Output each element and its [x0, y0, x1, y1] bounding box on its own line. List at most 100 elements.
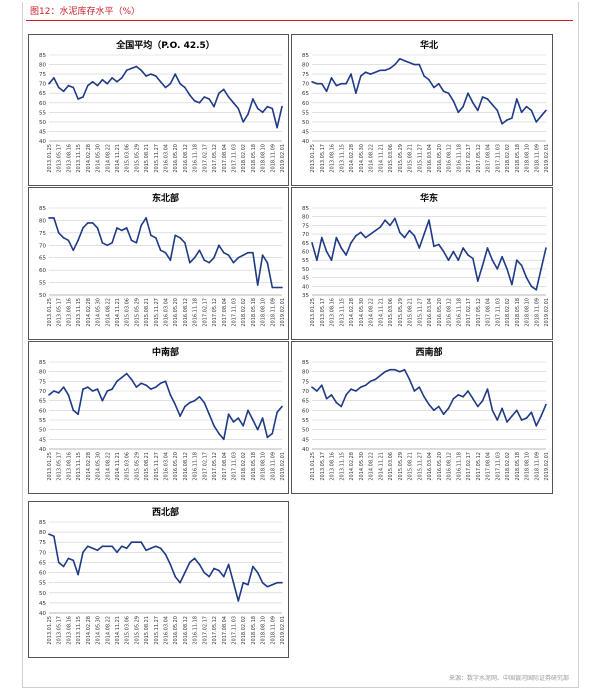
- data-point: [237, 600, 240, 602]
- data-point: [418, 386, 421, 388]
- y-tick-label: 35: [302, 293, 309, 299]
- y-tick-label: 50: [39, 293, 46, 299]
- data-point: [159, 80, 162, 83]
- data-point: [87, 222, 89, 224]
- x-tick-label: 2013.05.17: [57, 452, 63, 481]
- y-tick-label: 55: [39, 581, 46, 587]
- x-tick-label: 2013.01.25: [47, 144, 53, 173]
- data-point: [106, 390, 109, 392]
- data-point: [418, 247, 421, 249]
- x-tick-label: 2014.05.30: [96, 298, 102, 327]
- y-tick-label: 70: [39, 389, 46, 395]
- data-point: [486, 388, 489, 390]
- x-tick-label: 2014.05.30: [359, 452, 365, 481]
- data-point: [325, 250, 328, 253]
- data-point: [281, 286, 283, 289]
- data-point: [48, 533, 50, 535]
- data-point: [330, 77, 333, 79]
- x-tick-label: 2018.11.09: [270, 616, 276, 645]
- x-tick-label: 2016.08.12: [447, 452, 453, 481]
- x-tick-label: 2017.11.03: [231, 298, 237, 327]
- x-tick-label: 2013.11.15: [339, 298, 345, 327]
- data-point: [184, 571, 186, 574]
- y-tick-label: 40: [39, 139, 46, 145]
- data-point: [520, 264, 523, 267]
- y-tick-label: 60: [302, 101, 309, 107]
- data-point: [96, 84, 99, 87]
- y-tick-label: 50: [302, 267, 309, 273]
- data-point: [145, 549, 147, 552]
- x-tick-label: 2014.08.22: [369, 298, 375, 327]
- data-point: [491, 259, 494, 261]
- x-tick-label: 2014.11.21: [115, 144, 121, 173]
- x-tick-label: 2017.02.17: [202, 452, 208, 481]
- data-point: [145, 75, 147, 77]
- data-point: [433, 245, 435, 248]
- data-point: [188, 261, 191, 264]
- data-point: [125, 227, 128, 229]
- data-point: [111, 545, 113, 548]
- x-tick-label: 2017.05.12: [476, 452, 482, 481]
- data-point: [198, 563, 201, 566]
- data-point: [164, 251, 167, 254]
- data-point: [256, 571, 259, 574]
- x-tick-label: 2014.02.28: [349, 144, 355, 173]
- data-point: [379, 226, 382, 228]
- data-point: [159, 547, 162, 550]
- x-tick-label: 2017.08.04: [222, 452, 228, 481]
- data-point: [232, 101, 235, 104]
- data-point: [164, 553, 167, 556]
- data-point: [232, 581, 235, 584]
- data-point: [154, 386, 157, 388]
- y-tick-label: 70: [39, 82, 46, 88]
- x-tick-label: 2016.08.12: [183, 452, 189, 481]
- x-tick-label: 2013.08.16: [330, 452, 336, 481]
- data-point: [150, 73, 152, 75]
- data-point: [164, 86, 167, 89]
- data-point: [121, 376, 123, 379]
- title-rule: [26, 20, 573, 21]
- chart-panel-national: 全国平均（P.O. 42.5） 40 45 50 55 60 65 70 75 80 85 2013.…: [28, 34, 289, 186]
- data-point: [91, 80, 94, 83]
- data-point: [433, 409, 435, 412]
- data-point: [125, 69, 128, 72]
- data-point: [350, 242, 352, 244]
- y-tick-label: 45: [39, 437, 46, 443]
- data-point: [452, 100, 455, 102]
- data-point: [218, 569, 220, 572]
- x-tick-label: 2015.03.06: [125, 452, 131, 481]
- data-point: [452, 397, 455, 400]
- data-point: [481, 264, 484, 267]
- y-tick-label: 50: [39, 428, 46, 434]
- data-point: [91, 390, 94, 392]
- data-point: [140, 224, 143, 227]
- data-point: [140, 382, 143, 385]
- x-tick-label: 2015.11.27: [417, 298, 423, 327]
- x-tick-label: 2019.02.01: [280, 298, 286, 327]
- x-tick-label: 2018.02.02: [241, 452, 247, 481]
- y-tick-label: 45: [302, 276, 309, 282]
- data-point: [48, 82, 50, 85]
- data-point: [535, 425, 538, 427]
- x-tick-label: 2015.05.29: [398, 452, 404, 481]
- x-tick-label: 2014.02.28: [86, 298, 92, 327]
- data-point: [188, 94, 191, 96]
- x-tick-label: 2018.11.09: [534, 298, 540, 327]
- x-tick-label: 2015.03.06: [125, 616, 131, 645]
- y-tick-label: 75: [39, 379, 46, 385]
- data-point: [389, 224, 391, 227]
- data-point: [77, 239, 79, 242]
- y-tick-label: 50: [39, 120, 46, 126]
- x-tick-label: 2018.11.09: [270, 452, 276, 481]
- data-point: [222, 575, 225, 578]
- data-point: [437, 405, 440, 408]
- x-tick-label: 2018.11.09: [534, 452, 540, 481]
- chart-panel-northwest: 西北部 40 45 50 55 60 65 70 75 80 85 2013.01.25 2013.05…: [28, 501, 289, 658]
- y-tick-label: 65: [302, 241, 309, 247]
- x-tick-label: 2017.02.17: [466, 144, 472, 173]
- data-point: [116, 380, 118, 383]
- data-point: [188, 401, 191, 404]
- x-tick-label: 2015.03.06: [125, 298, 131, 327]
- x-tick-label: 2016.05.20: [437, 452, 443, 481]
- data-point: [281, 105, 283, 108]
